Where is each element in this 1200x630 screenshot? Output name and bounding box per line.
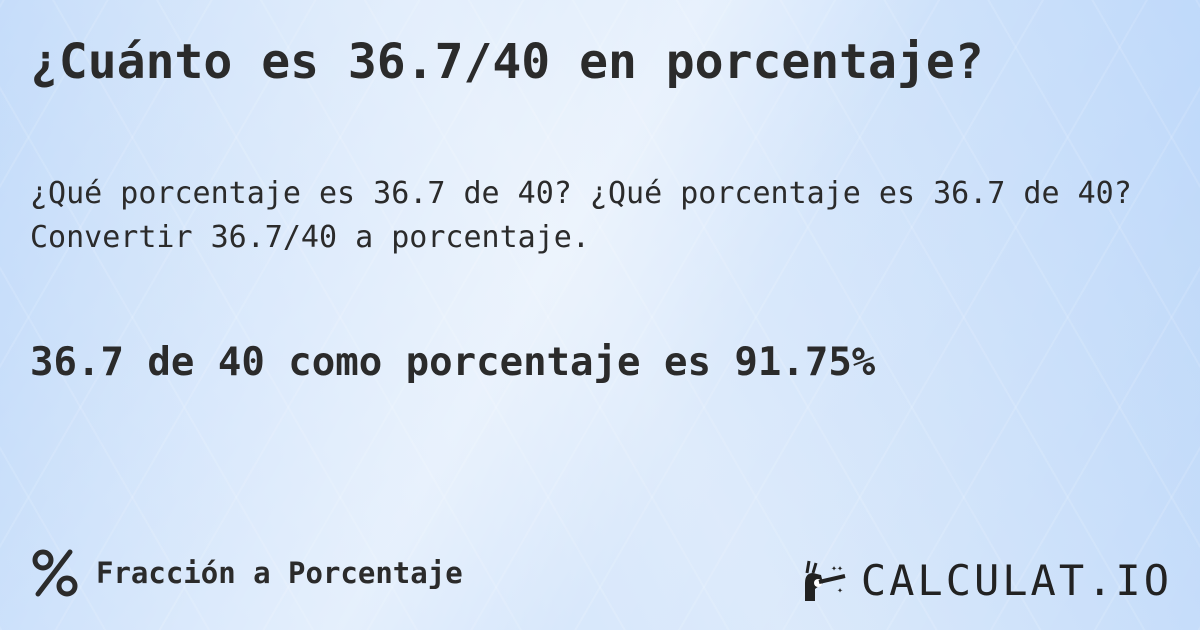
- result-text: 36.7 de 40 como porcentaje es 91.75%: [30, 340, 876, 385]
- svg-text:✦: ✦: [837, 585, 843, 596]
- calculat-io-logo[interactable]: ✦✦ ✦ CALCULAT.IO: [801, 556, 1172, 605]
- svg-text:✦✦: ✦✦: [831, 563, 843, 574]
- category-link[interactable]: Fracción a Porcentaje: [30, 548, 463, 598]
- percent-icon: [32, 549, 78, 597]
- page-title: ¿Cuánto es 36.7/40 en porcentaje?: [30, 34, 984, 90]
- description: ¿Qué porcentaje es 36.7 de 40? ¿Qué porc…: [30, 176, 1132, 255]
- magic-hand-wand-icon: ✦✦ ✦: [804, 560, 846, 601]
- logo-text: CALCULAT.IO: [860, 556, 1172, 605]
- category-label: Fracción a Porcentaje: [96, 556, 463, 590]
